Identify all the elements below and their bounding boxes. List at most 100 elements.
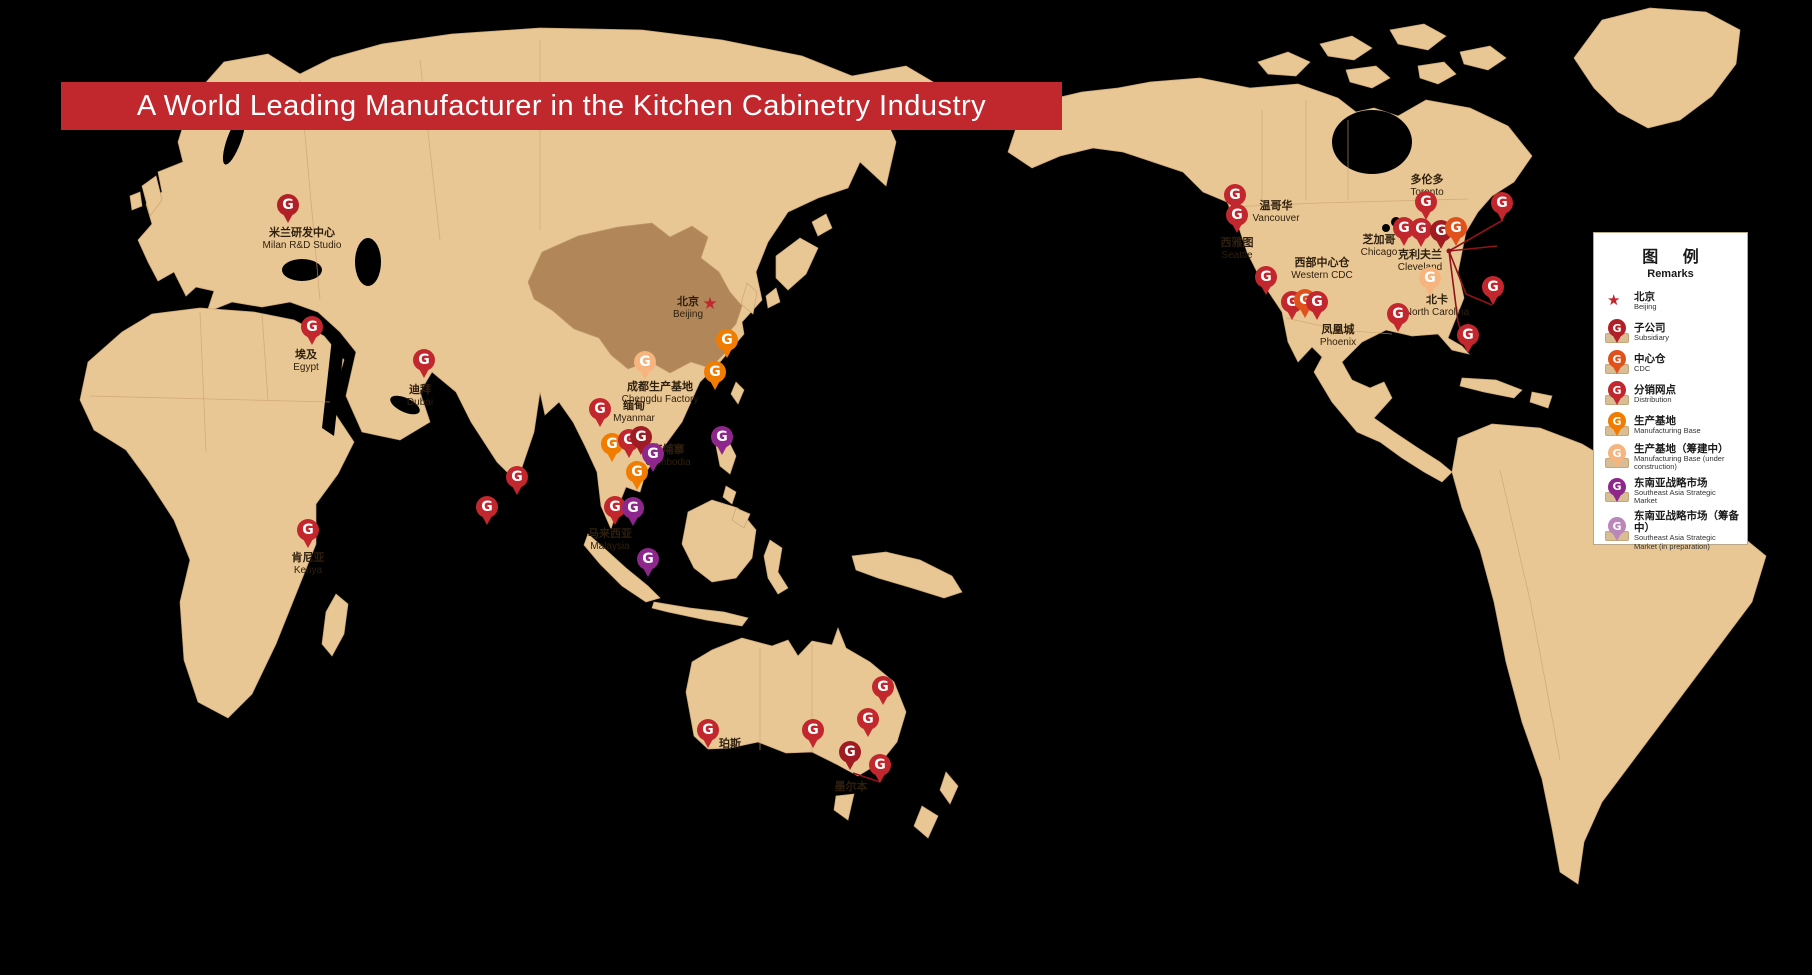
legend-item-cdc: G 中心仓 CDC [1602, 350, 1739, 376]
island-kyushu [765, 287, 781, 309]
black-sea [282, 259, 322, 281]
pin-tail [418, 367, 430, 378]
pin-g-icon: G [716, 329, 738, 351]
map-pin-egypt: G [301, 316, 323, 345]
pin-g-icon: G [872, 676, 894, 698]
route-line [1448, 250, 1493, 306]
island-dot [789, 607, 795, 613]
map-pin-philippines-sea: G [711, 426, 733, 455]
map-pin-dubai: G [413, 349, 435, 378]
legend-label-zh: 生产基地 [1634, 414, 1676, 427]
continent-australia [685, 627, 907, 777]
pin-g-icon: G [1226, 204, 1248, 226]
pin-tail [716, 444, 728, 455]
pin-g-icon: G [1387, 303, 1409, 325]
map-label-kenya: 肯尼亚 Kenya [291, 552, 325, 576]
legend-label-en: CDC [1634, 363, 1651, 373]
pin-g-icon: G [630, 426, 652, 448]
pin-g-icon: G [634, 351, 656, 373]
legend-label-zh: 东南亚战略市场 [1634, 476, 1708, 489]
pin-g-icon: G [857, 708, 879, 730]
pin-tail [1450, 235, 1462, 246]
pin-tail [282, 212, 294, 223]
pin-tail [623, 447, 635, 458]
island-dot [966, 194, 970, 198]
pin-g-icon: G [642, 443, 664, 465]
pin-g-icon: G [506, 466, 528, 488]
legend-title-zh: 图 例 [1642, 249, 1709, 266]
island-dot [746, 345, 750, 349]
legend-item-sea_market_prep: G 东南亚战略市场（筹备中） Southeast Asia Strategic Ma… [1602, 510, 1739, 551]
map-pin-seattle: G [1226, 204, 1248, 233]
legend-label-en: Southeast Asia Strategic Market (in prep… [1634, 533, 1716, 551]
map-pin-toronto: G [1415, 191, 1437, 220]
pin-g-icon: G [413, 349, 435, 371]
island-dot [980, 190, 984, 194]
legend-item-sea_market: G 东南亚战略市场 Southeast Asia Strategic Market [1602, 477, 1739, 506]
legend-pin-icon-subsidiary: G [1608, 319, 1626, 343]
island-dot [1588, 414, 1592, 418]
map-pin-kenya: G [297, 519, 319, 548]
map-pin-adelaide: G [802, 719, 824, 748]
pin-g-icon: G [476, 496, 498, 518]
legend-star-icon: ★ [1607, 292, 1621, 309]
pin-tail [1398, 235, 1410, 246]
legend-label-zh: 分销网点 [1634, 383, 1676, 396]
pin-g-icon: G [622, 497, 644, 519]
map-pin-cleveland-cdc: G [1445, 217, 1467, 246]
map-pin-atlantic-mid: G [1482, 276, 1504, 305]
caspian-sea [355, 238, 381, 286]
pin-tail [639, 369, 651, 380]
legend-label-en: Southeast Asia Strategic Market [1634, 487, 1716, 505]
legend-label-zh: 东南亚战略市场（筹备中） [1634, 510, 1739, 535]
legend-items: ★ 北京 Beijing G 子公司 Subsidiary G 中心仓 CDC G 分销网点 Dist… [1602, 288, 1739, 551]
arctic-island [1345, 65, 1391, 89]
map-pin-norcal: G [1255, 266, 1277, 295]
map-pin-indochina-red: G [630, 426, 652, 455]
map-pin-maldives: G [476, 496, 498, 525]
map-label-milan: 米兰研发中心 Milan R&D Studio [262, 227, 342, 251]
legend-label-en: Beijing [1634, 301, 1657, 311]
hudson-bay [1332, 110, 1412, 174]
map-pin-sydney: G [872, 676, 894, 705]
legend-label-en: Manufacturing Base (under construction) [1634, 454, 1725, 472]
map-label-seattle: 西雅图 Seattle [1220, 237, 1254, 261]
arctic-island [1319, 35, 1373, 61]
pin-g-icon: G [604, 496, 626, 518]
map-pin-thailand-mfg: G [601, 433, 623, 462]
pin-g-icon: G [1415, 191, 1437, 213]
pin-tail [1299, 307, 1311, 318]
pin-g-icon: G [1224, 184, 1246, 206]
map-pin-chicago-1: G [1393, 217, 1415, 246]
map-label-north-carolina: 北卡 North Carolina [1404, 294, 1470, 318]
map-pin-canberra: G [857, 708, 879, 737]
pin-g-icon: G [711, 426, 733, 448]
legend-label-zh: 生产基地（筹建中） [1634, 443, 1729, 455]
border-line [89, 395, 331, 403]
map-label-chicago: 芝加哥 Chicago [1360, 234, 1398, 258]
banner: A World Leading Manufacturer in the Kitc… [61, 82, 1062, 130]
island-visayas [722, 485, 737, 505]
pin-g-icon: G [1445, 217, 1467, 239]
pin-tail [702, 737, 714, 748]
pin-tail [1415, 236, 1427, 247]
map-pin-melbourne: G [839, 741, 861, 770]
border-line [261, 313, 269, 401]
island-greenland [1573, 7, 1741, 129]
pin-tail [627, 515, 639, 526]
map-pin-texas: G [1387, 303, 1409, 332]
pin-tail [709, 379, 721, 390]
map-pin-milan-rd: G [277, 194, 299, 223]
map-pin-north-carolina: G [1419, 267, 1441, 296]
pin-tail [807, 737, 819, 748]
island-ireland [129, 191, 143, 211]
arctic-island [1417, 61, 1457, 85]
island-britain [141, 175, 163, 217]
island-dot [809, 599, 815, 605]
pin-tail [1462, 342, 1474, 353]
legend-panel: 图 例 Remarks ★ 北京 Beijing G 子公司 Subsidiary G 中心仓… [1593, 232, 1748, 550]
pin-tail [1420, 209, 1432, 220]
legend-pin-icon-sea_market_prep: G [1608, 517, 1626, 542]
